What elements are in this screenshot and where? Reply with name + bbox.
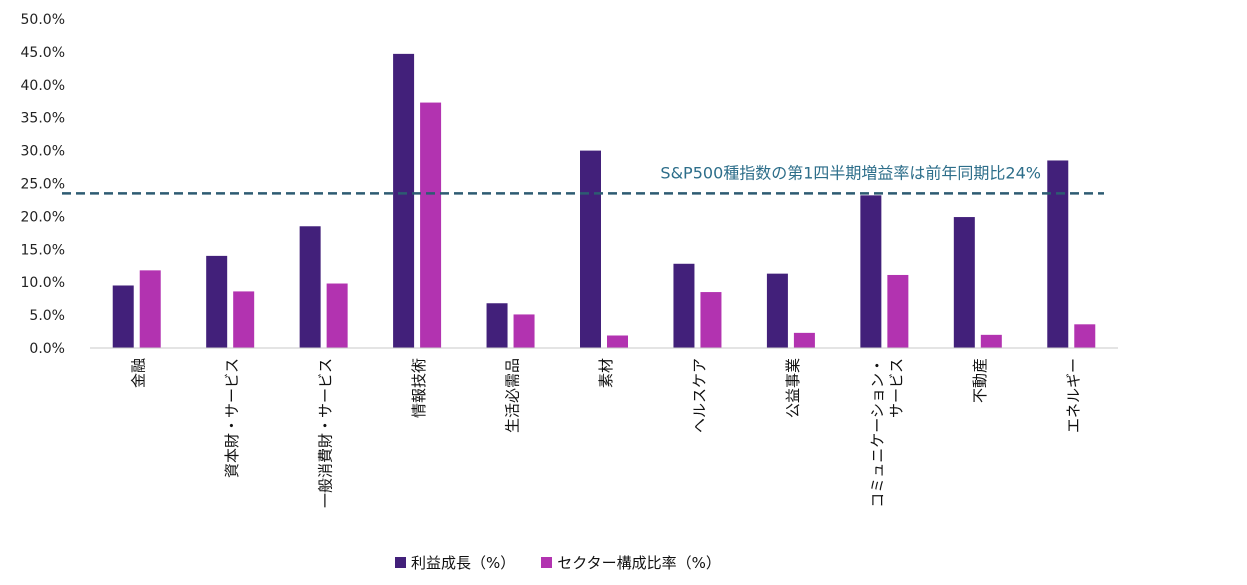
x-tick-label: コミュニケーション・サービス bbox=[868, 358, 905, 508]
bar-profit-growth bbox=[206, 255, 228, 348]
x-tick-label: 一般消費財・サービス bbox=[317, 358, 335, 508]
x-tick-label: エネルギー bbox=[1064, 358, 1082, 433]
bar-sector-weight bbox=[887, 274, 909, 348]
x-tick-label: ヘルスケア bbox=[690, 358, 708, 433]
bar-sector-weight bbox=[980, 334, 1002, 348]
x-axis-labels: 金融 資本財・サービス 一般消費財・サービス 情報技術 生活必需品 素材 ヘルスケア 公益事業… bbox=[130, 358, 1083, 508]
y-tick-label: 5.0% bbox=[29, 308, 65, 324]
x-tick-label: 情報技術 bbox=[410, 358, 428, 418]
bar-sector-weight bbox=[1074, 324, 1096, 348]
legend-item-profit-growth: 利益成長（%） bbox=[395, 552, 515, 573]
bar-sector-weight bbox=[607, 335, 628, 348]
y-tick-label: 20.0% bbox=[21, 209, 65, 225]
bars bbox=[112, 53, 1096, 349]
bar-profit-growth bbox=[112, 285, 134, 348]
bar-profit-growth bbox=[393, 53, 415, 349]
bar-sector-weight bbox=[420, 102, 442, 348]
bar-profit-growth bbox=[1047, 160, 1069, 348]
y-tick-label: 40.0% bbox=[21, 78, 65, 94]
bar-sector-weight bbox=[700, 292, 722, 348]
bar-profit-growth bbox=[766, 273, 788, 348]
bar-sector-weight bbox=[793, 332, 815, 348]
legend: 利益成長（%） セクター構成比率（%） bbox=[395, 552, 721, 573]
y-tick-label: 15.0% bbox=[21, 242, 65, 258]
legend-swatch-profit-growth bbox=[395, 557, 406, 568]
bar-sector-weight bbox=[326, 283, 348, 348]
y-tick-label: 30.0% bbox=[21, 144, 65, 160]
x-tick-label: 資本財・サービス bbox=[223, 358, 241, 478]
bar-profit-growth bbox=[673, 263, 695, 348]
legend-swatch-sector-weight bbox=[541, 557, 553, 568]
bar-sector-weight bbox=[513, 314, 535, 348]
bar-sector-weight bbox=[233, 291, 255, 348]
bar-profit-growth bbox=[580, 150, 601, 348]
bar-profit-growth bbox=[299, 226, 321, 348]
x-tick-label: 素材 bbox=[597, 358, 615, 388]
y-tick-label: 0.0% bbox=[29, 341, 65, 357]
x-tick-label: 公益事業 bbox=[784, 358, 802, 418]
bar-sector-weight bbox=[139, 270, 161, 348]
bar-profit-growth bbox=[860, 195, 882, 348]
x-tick-label: 不動産 bbox=[971, 358, 989, 403]
y-tick-label: 50.0% bbox=[21, 12, 65, 28]
y-tick-label: 35.0% bbox=[21, 111, 65, 127]
legend-label-sector-weight: セクター構成比率（%） bbox=[557, 554, 721, 572]
annotation-text: S&P500種指数の第1四半期増益率は前年同期比24% bbox=[660, 163, 1041, 182]
legend-label-profit-growth: 利益成長（%） bbox=[411, 554, 516, 572]
x-tick-label: 生活必需品 bbox=[504, 358, 522, 433]
y-tick-label: 45.0% bbox=[21, 45, 65, 61]
legend-item-sector-weight: セクター構成比率（%） bbox=[541, 552, 721, 573]
bar-profit-growth bbox=[953, 217, 975, 348]
y-axis-ticks: 0.0% 5.0% 10.0% 15.0% 20.0% 25.0% 30.0% 35.0% 40… bbox=[21, 12, 65, 357]
y-tick-label: 10.0% bbox=[21, 275, 65, 291]
x-tick-label: 金融 bbox=[130, 358, 148, 388]
y-tick-label: 25.0% bbox=[21, 177, 65, 193]
bar-profit-growth bbox=[486, 303, 508, 348]
